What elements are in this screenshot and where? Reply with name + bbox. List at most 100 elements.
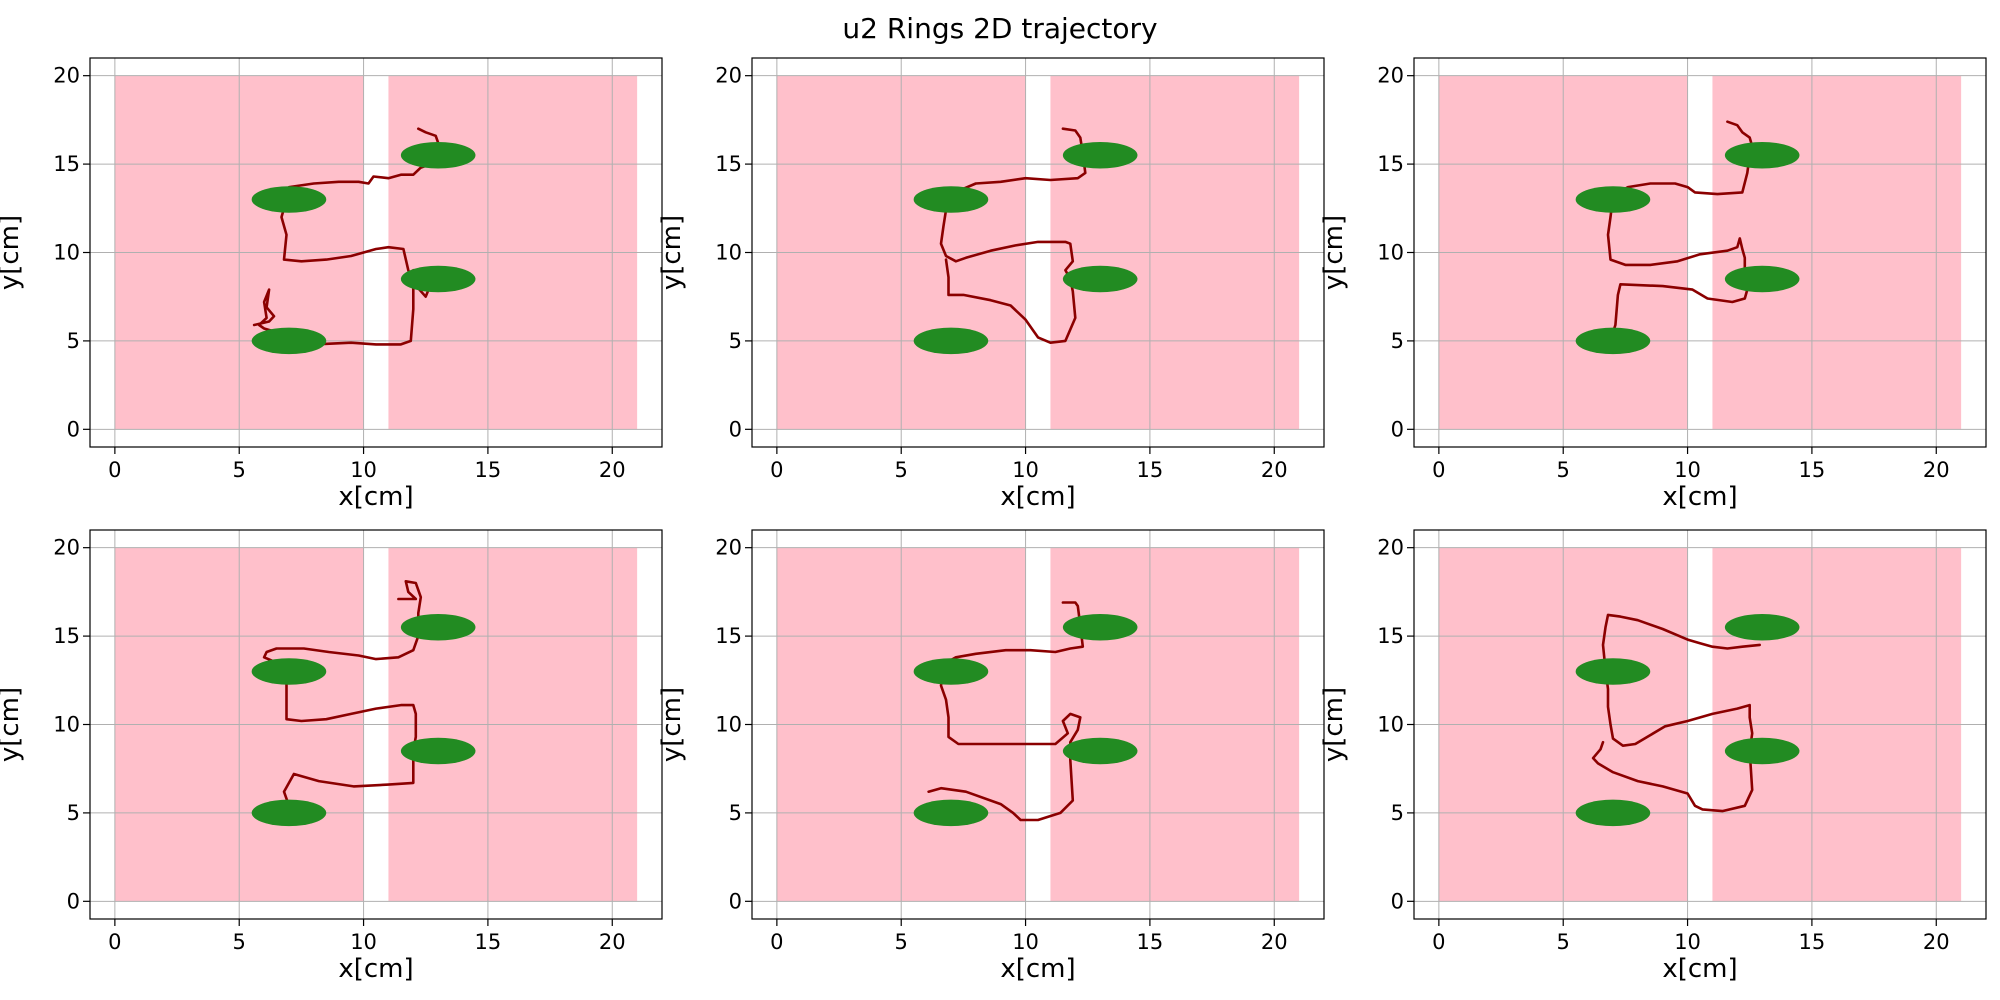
y-tick-label: 20 [53,536,80,560]
x-tick-label: 10 [1674,930,1701,954]
ring-4 [1062,265,1138,293]
trajectory-line [252,127,440,346]
ring-1 [913,658,989,685]
x-tick-label: 15 [475,930,502,954]
y-tick-label: 15 [715,624,742,648]
ring-2 [913,327,989,355]
x-axis-label: x[cm] [1662,482,1737,512]
x-axis-label: x[cm] [1662,954,1737,984]
y-axis-label: y[cm] [0,687,25,762]
x-tick-label: 10 [1674,458,1701,482]
y-tick-label: 15 [1377,152,1404,176]
x-tick-label: 15 [475,458,502,482]
x-tick-label: 5 [233,930,246,954]
ring-1 [1575,186,1651,213]
ring-3 [400,613,476,641]
ring-2 [913,799,989,827]
ring-4 [400,265,476,293]
y-tick-label: 10 [715,713,742,737]
x-tick-label: 5 [895,458,908,482]
x-tick-label: 0 [1432,458,1445,482]
y-tick-label: 15 [53,152,80,176]
y-tick-label: 10 [1377,713,1404,737]
x-tick-label: 20 [1923,458,1950,482]
x-tick-label: 10 [350,458,377,482]
ring-1 [913,186,989,213]
y-tick-label: 15 [1377,624,1404,648]
y-tick-label: 10 [53,713,80,737]
y-tick-label: 20 [53,64,80,88]
subplot-4: 0 5 10 15 20 0 5 10 15 20 x[cm] y[cm] [0,529,663,984]
y-tick-label: 5 [1391,329,1404,353]
y-tick-label: 0 [729,889,742,913]
subplot-3: 0 5 10 15 20 0 5 10 15 20 x[cm] y[cm] [1319,57,1987,512]
y-tick-label: 0 [1391,417,1404,441]
x-tick-label: 15 [1799,458,1826,482]
y-tick-label: 10 [53,241,80,265]
y-tick-label: 0 [729,417,742,441]
y-tick-label: 10 [1377,241,1404,265]
trajectory-line [939,127,1087,344]
ring-3 [1724,141,1800,169]
ring-1 [251,658,327,685]
ring-1 [251,186,327,213]
x-axis-label: x[cm] [1000,482,1075,512]
x-tick-label: 0 [770,930,783,954]
ring-4 [1062,737,1138,765]
subplot-6: 0 5 10 15 20 0 5 10 15 20 x[cm] y[cm] [1319,529,1987,984]
y-tick-label: 10 [715,241,742,265]
x-axis-label: x[cm] [338,482,413,512]
y-tick-label: 20 [1377,536,1404,560]
y-tick-label: 5 [729,329,742,353]
x-tick-label: 10 [1012,930,1039,954]
y-tick-label: 5 [67,329,80,353]
x-tick-label: 5 [1557,930,1570,954]
x-tick-label: 5 [1557,458,1570,482]
x-tick-label: 0 [770,458,783,482]
x-tick-label: 0 [108,458,121,482]
y-tick-label: 5 [729,801,742,825]
x-axis-label: x[cm] [1000,954,1075,984]
y-tick-label: 5 [1391,801,1404,825]
y-axis-label: y[cm] [0,215,25,290]
x-tick-label: 0 [1432,930,1445,954]
ring-3 [1724,613,1800,641]
y-axis-label: y[cm] [657,215,687,290]
y-tick-label: 5 [67,801,80,825]
x-tick-label: 5 [895,930,908,954]
ring-3 [1062,613,1138,641]
y-tick-label: 15 [53,624,80,648]
trajectory-line [927,601,1085,822]
trajectory-line [1606,120,1754,334]
y-tick-label: 0 [1391,889,1404,913]
subplot-1: 0 5 10 15 20 0 5 10 15 20 x[cm] y[cm] [0,57,663,512]
y-tick-label: 20 [1377,64,1404,88]
ring-4 [1724,737,1800,765]
x-tick-label: 20 [1923,930,1950,954]
y-tick-label: 0 [67,889,80,913]
x-tick-label: 20 [599,930,626,954]
y-tick-label: 0 [67,417,80,441]
x-axis-label: x[cm] [338,954,413,984]
ring-2 [251,327,327,355]
ring-2 [1575,799,1651,827]
subplot-2: 0 5 10 15 20 0 5 10 15 20 x[cm] y[cm] [657,57,1325,512]
y-tick-label: 20 [715,536,742,560]
x-tick-label: 15 [1799,930,1826,954]
y-axis-label: y[cm] [1319,687,1349,762]
x-tick-label: 15 [1137,458,1164,482]
figure-title: u2 Rings 2D trajectory [842,12,1158,45]
x-tick-label: 20 [1261,458,1288,482]
y-axis-label: y[cm] [1319,215,1349,290]
y-tick-label: 20 [715,64,742,88]
ring-3 [1062,141,1138,169]
trajectory-line [1591,613,1761,813]
x-tick-label: 15 [1137,930,1164,954]
y-tick-label: 15 [715,152,742,176]
x-tick-label: 20 [599,458,626,482]
ring-4 [400,737,476,765]
ring-3 [400,141,476,169]
y-axis-label: y[cm] [657,687,687,762]
x-tick-label: 0 [108,930,121,954]
